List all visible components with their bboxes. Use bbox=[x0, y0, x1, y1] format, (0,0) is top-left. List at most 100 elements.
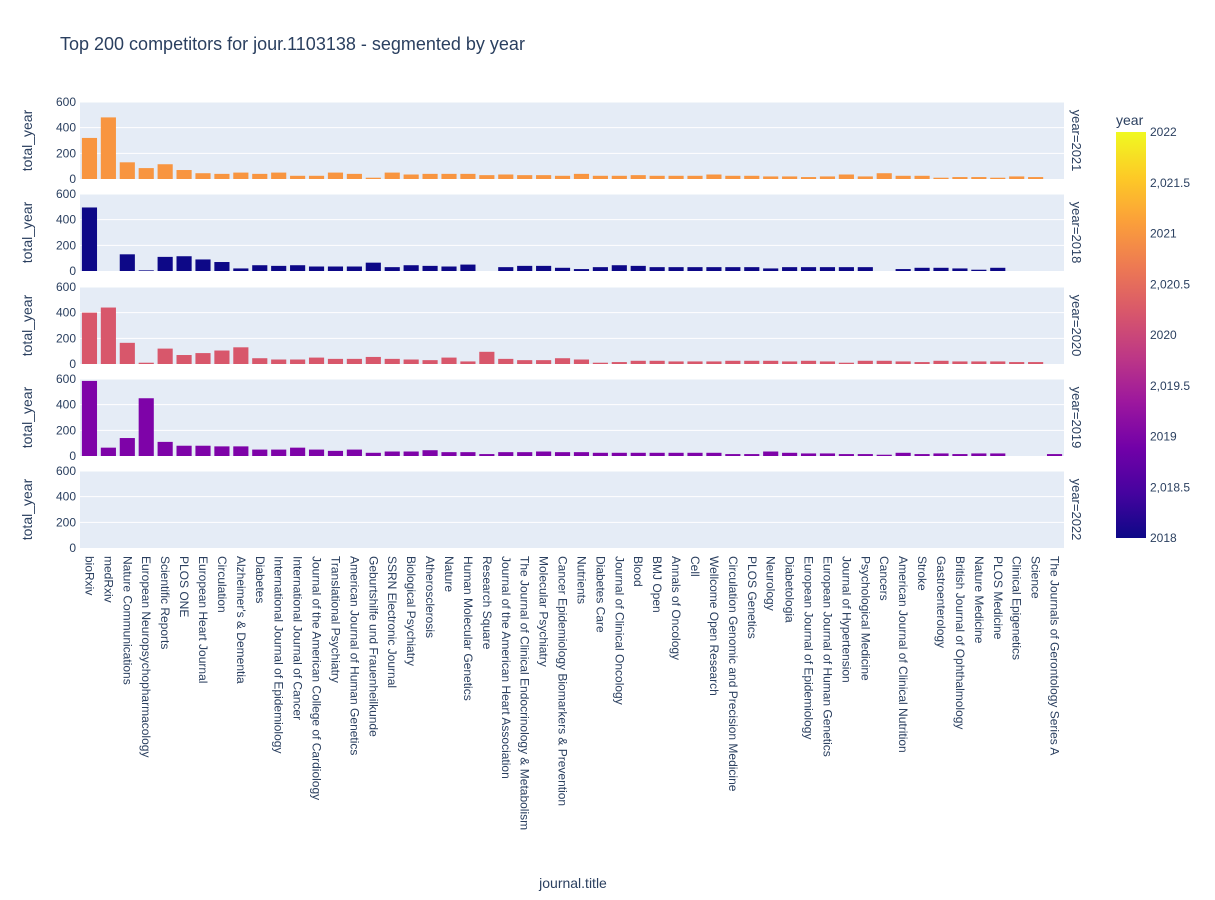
x-tick-label: Translational Psychiatry bbox=[328, 556, 342, 683]
bar bbox=[876, 454, 892, 456]
bar bbox=[706, 452, 722, 456]
bar bbox=[819, 361, 836, 364]
x-tick-label: medRxiv bbox=[101, 556, 115, 603]
bar bbox=[536, 175, 552, 179]
bar bbox=[308, 266, 325, 271]
bar bbox=[327, 266, 344, 271]
x-tick-label: Cell bbox=[688, 556, 702, 577]
bar bbox=[346, 173, 362, 179]
bar bbox=[630, 175, 646, 179]
colorbar-title: year bbox=[1116, 112, 1144, 128]
bar bbox=[138, 398, 154, 456]
bar bbox=[971, 177, 987, 179]
x-tick-label: American Journal of Human Genetics bbox=[347, 556, 361, 755]
bar bbox=[271, 359, 287, 364]
x-axis-title: journal.title bbox=[538, 875, 607, 891]
x-tick-label: Scientific Reports bbox=[158, 556, 172, 649]
bar bbox=[819, 176, 836, 179]
bar bbox=[81, 207, 98, 271]
bar bbox=[800, 177, 817, 179]
bar bbox=[460, 452, 476, 456]
bar bbox=[687, 452, 703, 456]
bar bbox=[252, 449, 268, 456]
bar bbox=[687, 361, 703, 364]
facet-panel: 0 200 400 600 total_year year=2019 bbox=[19, 372, 1084, 463]
y-tick-label: 0 bbox=[69, 357, 76, 371]
bar bbox=[933, 177, 949, 179]
bar bbox=[763, 360, 779, 364]
bar bbox=[176, 445, 192, 456]
y-tick-label: 400 bbox=[56, 121, 76, 135]
x-tick-label: Diabetologia bbox=[783, 556, 797, 623]
facet-label: year=2019 bbox=[1069, 387, 1084, 449]
bar bbox=[876, 173, 892, 179]
x-tick-label: Geburtshilfe und Frauenheilkunde bbox=[366, 556, 380, 737]
bar bbox=[422, 360, 438, 364]
bar bbox=[403, 359, 419, 364]
y-axis-title: total_year bbox=[19, 294, 35, 356]
x-tick-label: British Journal of Ophthalmology bbox=[953, 556, 967, 729]
bar bbox=[554, 358, 571, 364]
bar bbox=[838, 174, 854, 179]
bar bbox=[195, 353, 211, 364]
bar bbox=[479, 454, 495, 456]
bar bbox=[176, 256, 192, 271]
bar bbox=[233, 268, 249, 271]
y-tick-label: 400 bbox=[56, 398, 76, 412]
bar bbox=[441, 452, 457, 456]
bar bbox=[498, 452, 514, 456]
x-tick-label: PLOS ONE bbox=[177, 556, 191, 617]
facet-panel: 0 200 400 600 total_year year=2021 bbox=[19, 95, 1084, 186]
bar bbox=[990, 267, 1006, 271]
bar bbox=[195, 173, 211, 179]
bar bbox=[157, 348, 173, 364]
bar bbox=[119, 254, 135, 271]
bar bbox=[725, 267, 741, 271]
bar bbox=[157, 441, 173, 456]
bar bbox=[971, 269, 987, 271]
facet-label: year=2021 bbox=[1069, 110, 1084, 172]
x-tick-label: Neurology bbox=[764, 556, 778, 611]
bar bbox=[138, 168, 154, 179]
bar bbox=[441, 266, 457, 271]
bar bbox=[422, 450, 438, 456]
y-tick-label: 200 bbox=[56, 146, 76, 160]
bar bbox=[384, 358, 400, 364]
bar bbox=[857, 360, 873, 364]
bar bbox=[308, 357, 325, 364]
bar bbox=[668, 175, 684, 179]
bar bbox=[706, 361, 722, 364]
bar bbox=[990, 453, 1006, 456]
bar bbox=[100, 447, 116, 456]
bar bbox=[630, 360, 646, 364]
x-tick-label: Nature Communications bbox=[120, 556, 134, 685]
bar bbox=[668, 267, 684, 271]
y-tick-label: 200 bbox=[56, 238, 76, 252]
bar bbox=[554, 452, 571, 456]
bar bbox=[327, 358, 344, 364]
bar bbox=[327, 172, 344, 179]
bar bbox=[914, 454, 930, 456]
x-tick-label: Diabetes bbox=[253, 556, 267, 603]
bar bbox=[971, 453, 987, 456]
bar bbox=[592, 362, 608, 364]
colorbar-tick-label: 2020 bbox=[1150, 328, 1177, 342]
bar bbox=[800, 360, 817, 364]
bar bbox=[100, 117, 116, 179]
y-axis-title: total_year bbox=[19, 386, 35, 448]
bar bbox=[649, 267, 665, 271]
bar bbox=[308, 175, 325, 179]
bar bbox=[536, 265, 552, 271]
x-tick-label: International Journal of Epidemiology bbox=[272, 556, 286, 753]
x-tick-label: Nature bbox=[442, 556, 456, 592]
bar bbox=[536, 451, 552, 456]
bar bbox=[460, 173, 476, 179]
bar bbox=[649, 175, 665, 179]
colorbar-tick-label: 2019 bbox=[1150, 430, 1177, 444]
bar bbox=[744, 267, 760, 271]
bar bbox=[933, 267, 949, 271]
bar bbox=[782, 176, 798, 179]
bar bbox=[554, 175, 571, 179]
bar bbox=[782, 267, 798, 271]
bar bbox=[460, 361, 476, 364]
